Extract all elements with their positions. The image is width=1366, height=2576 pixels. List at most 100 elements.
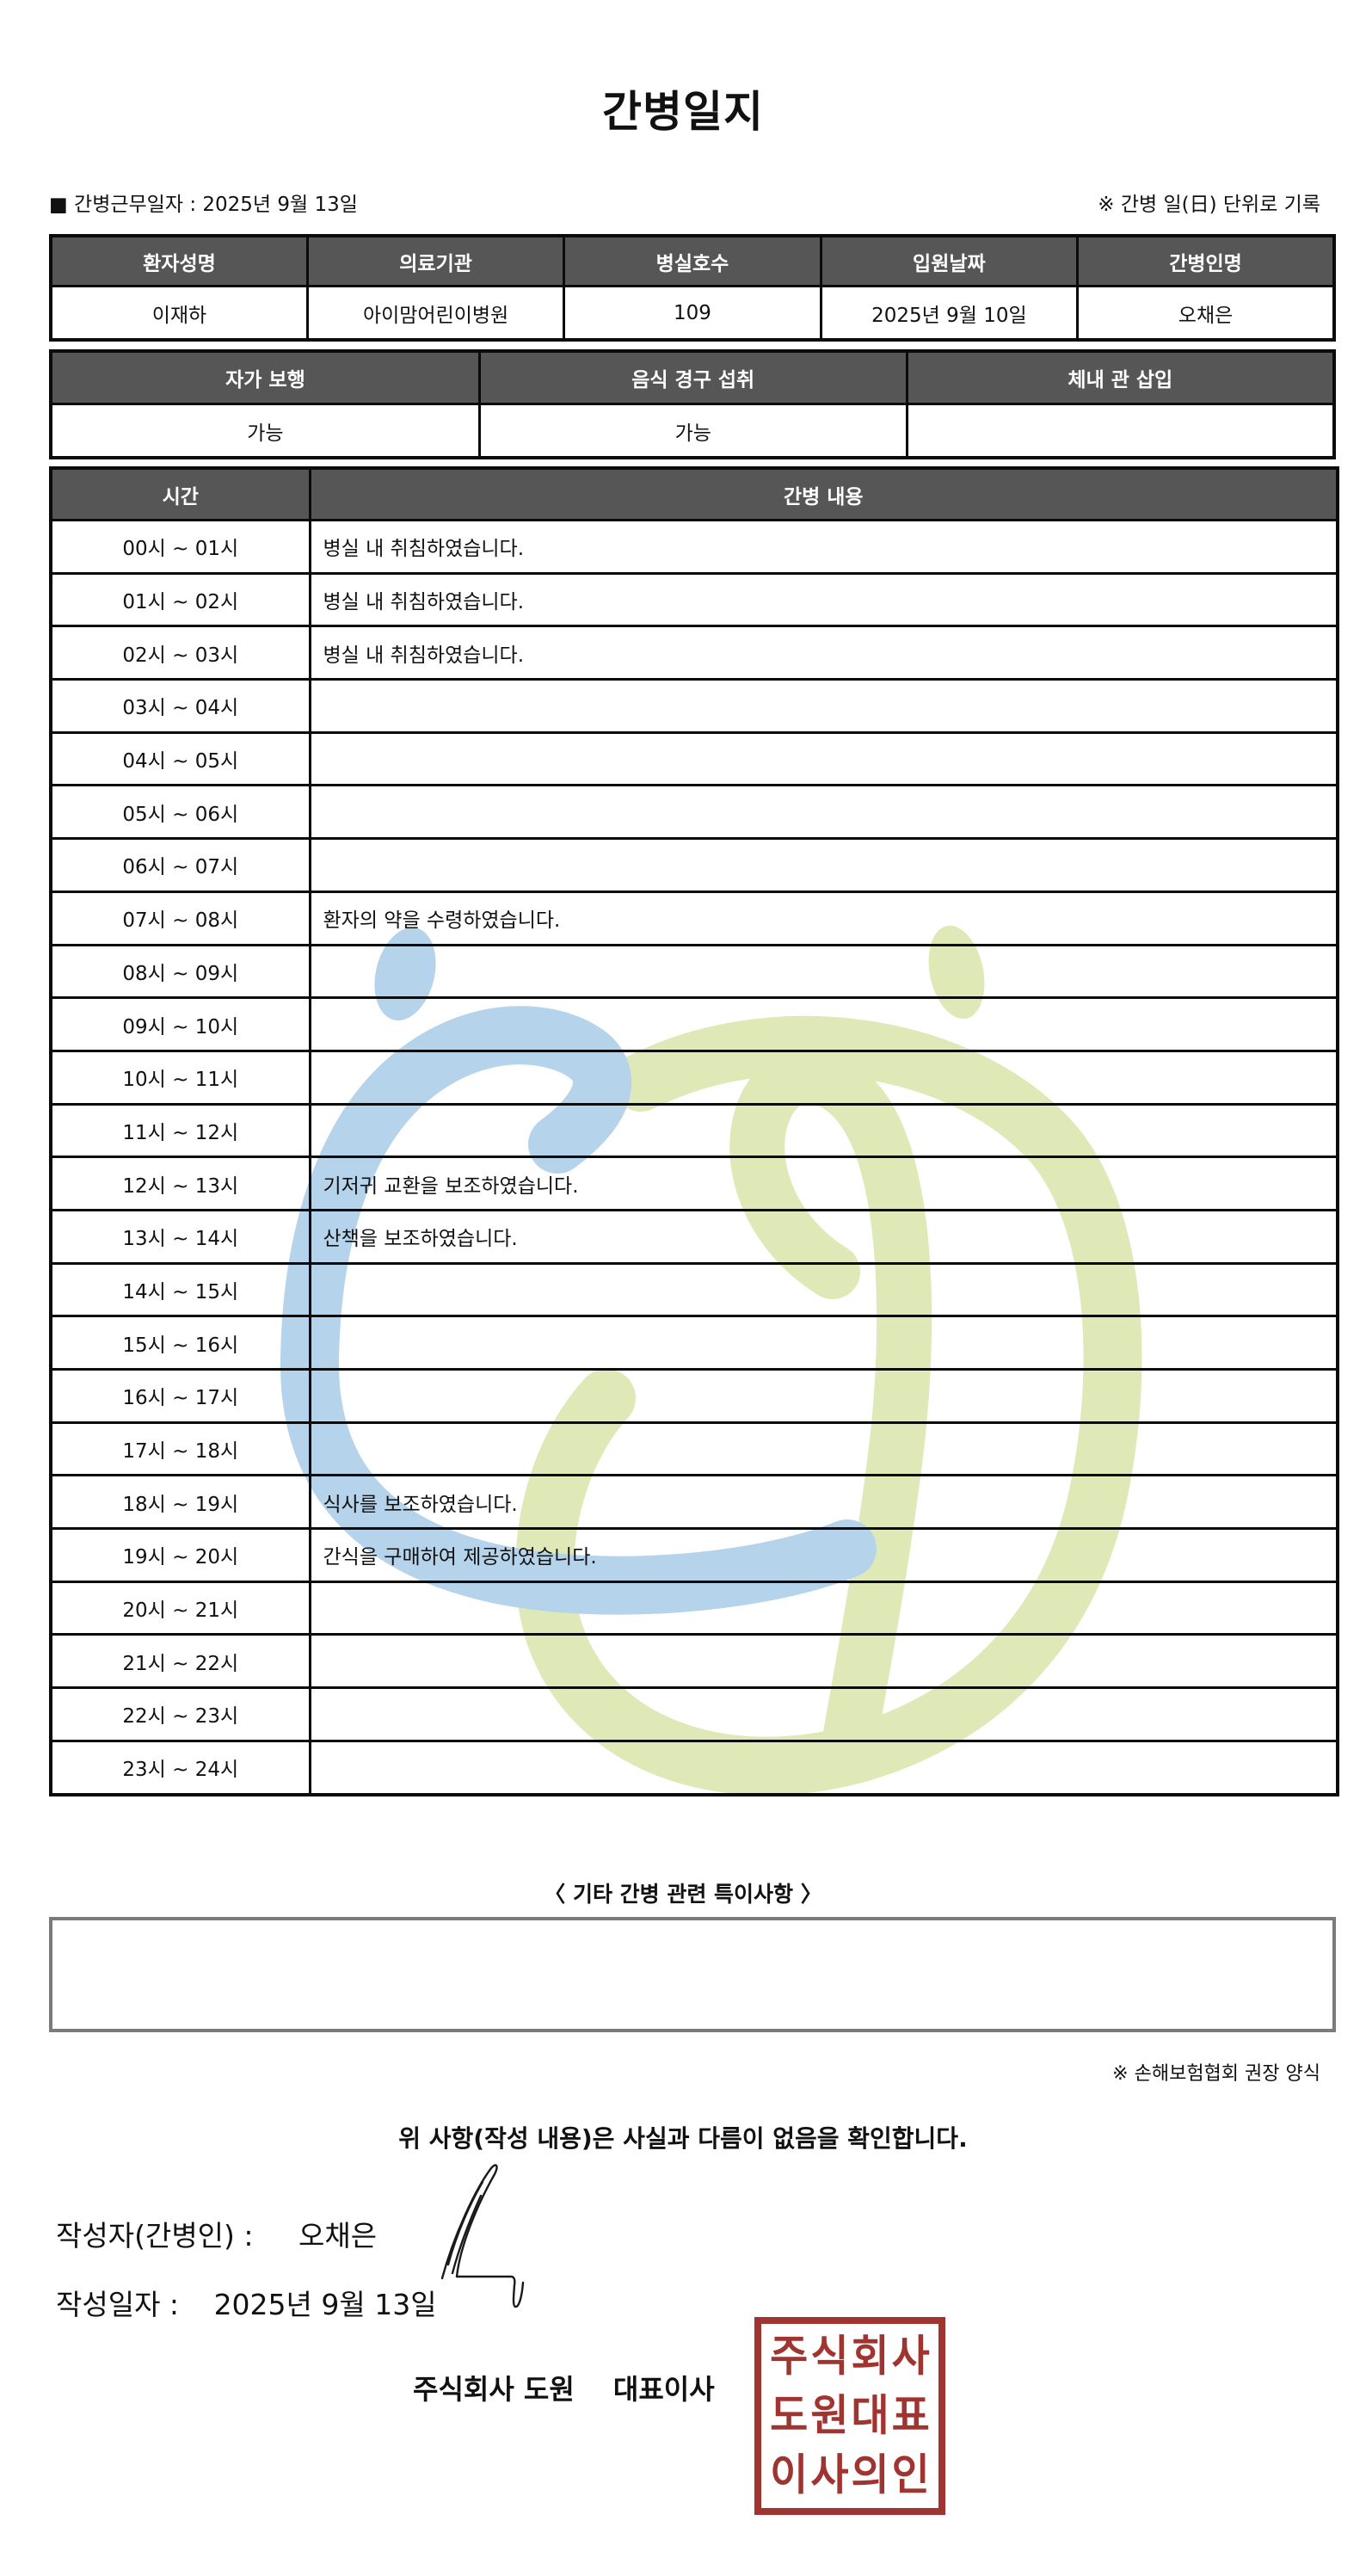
caregiver-name: 오채은 bbox=[1076, 285, 1336, 342]
time-cell: 03시 ~ 04시 bbox=[49, 678, 311, 734]
time-cell: 01시 ~ 02시 bbox=[49, 571, 311, 628]
special-notes-title: 〈 기타 간병 관련 특이사항 〉 bbox=[544, 1882, 822, 1907]
header-caregiver-name: 간병인명 bbox=[1076, 234, 1336, 287]
unit-note: ※ 간병 일(日) 단위로 기록 bbox=[1098, 194, 1320, 216]
time-cell: 20시 ~ 21시 bbox=[49, 1580, 311, 1636]
care-content-cell: 식사를 보조하였습니다. bbox=[308, 1474, 1339, 1531]
care-content-cell bbox=[308, 943, 1339, 1000]
oral-intake-value: 가능 bbox=[477, 403, 908, 459]
time-cell: 00시 ~ 01시 bbox=[49, 519, 311, 575]
hourly-row: 10시 ~ 11시 bbox=[49, 1049, 1339, 1106]
header-time: 시간 bbox=[49, 466, 311, 521]
hourly-row: 21시 ~ 22시 bbox=[49, 1633, 1339, 1690]
care-content-cell bbox=[308, 1368, 1339, 1424]
written-date-value: 2025년 9월 13일 bbox=[213, 2288, 437, 2321]
hourly-row: 07시 ~ 08시 환자의 약을 수령하였습니다. bbox=[49, 890, 1339, 946]
care-content-cell bbox=[308, 1261, 1339, 1318]
hourly-row: 11시 ~ 12시 bbox=[49, 1102, 1339, 1159]
care-content-cell bbox=[308, 1102, 1339, 1159]
time-cell: 12시 ~ 13시 bbox=[49, 1156, 311, 1211]
patient-value-row: 이재하 아이맘어린이병원 109 2025년 9월 10일 오채은 bbox=[49, 285, 1336, 342]
self-walking-value: 가능 bbox=[49, 403, 481, 459]
care-content-cell: 산책을 보조하였습니다. bbox=[308, 1208, 1339, 1265]
company-name: 주식회사 도원 bbox=[413, 2373, 575, 2406]
ceo-title: 대표이사 bbox=[612, 2373, 715, 2406]
writer-name: 오채은 bbox=[298, 2219, 378, 2252]
header-admission-date: 입원날짜 bbox=[819, 234, 1080, 287]
time-cell: 23시 ~ 24시 bbox=[49, 1739, 311, 1796]
time-cell: 07시 ~ 08시 bbox=[49, 890, 311, 946]
hourly-row: 15시 ~ 16시 bbox=[49, 1315, 1339, 1371]
patient-header-row: 환자성명 의료기관 병실호수 입원날짜 간병인명 bbox=[49, 234, 1336, 287]
header-oral-intake: 음식 경구 섭취 bbox=[477, 349, 908, 405]
care-content-cell bbox=[308, 1049, 1339, 1106]
hourly-row: 09시 ~ 10시 bbox=[49, 996, 1339, 1052]
care-content-cell: 환자의 약을 수령하였습니다. bbox=[308, 890, 1339, 946]
patient-info-table: 환자성명 의료기관 병실호수 입원날짜 간병인명 이재하 아이맘어린이병원 10… bbox=[49, 234, 1336, 342]
admission-date: 2025년 9월 10일 bbox=[819, 285, 1080, 342]
header-tube-insertion: 체내 관 삽입 bbox=[905, 349, 1336, 405]
header-care-content: 간병 내용 bbox=[308, 466, 1339, 521]
care-content-cell bbox=[308, 996, 1339, 1052]
company-line: 주식회사 도원 대표이사 bbox=[413, 2368, 748, 2407]
hourly-row: 02시 ~ 03시 병실 내 취침하였습니다. bbox=[49, 625, 1339, 681]
time-cell: 15시 ~ 16시 bbox=[49, 1315, 311, 1371]
patient-status-table: 자가 보행 음식 경구 섭취 체내 관 삽입 가능 가능 bbox=[49, 349, 1336, 459]
time-table-header-row: 시간 간병 내용 bbox=[49, 466, 1339, 521]
hourly-row: 04시 ~ 05시 bbox=[49, 730, 1339, 787]
care-content-cell bbox=[308, 1420, 1339, 1477]
time-cell: 06시 ~ 07시 bbox=[49, 837, 311, 893]
hourly-row: 14시 ~ 15시 bbox=[49, 1261, 1339, 1318]
hourly-row: 05시 ~ 06시 bbox=[49, 784, 1339, 841]
stamp-line: 주식회사 bbox=[770, 2331, 932, 2382]
status-value-row: 가능 가능 bbox=[49, 403, 1336, 459]
hourly-row: 17시 ~ 18시 bbox=[49, 1420, 1339, 1477]
care-content-cell: 병실 내 취침하였습니다. bbox=[308, 519, 1339, 575]
confirmation-statement: 위 사항(작성 내용)은 사실과 다름이 없음을 확인합니다. bbox=[398, 2124, 968, 2153]
hourly-row: 00시 ~ 01시 병실 내 취침하였습니다. bbox=[49, 519, 1339, 575]
care-content-cell bbox=[308, 678, 1339, 734]
hourly-row: 08시 ~ 09시 bbox=[49, 943, 1339, 1000]
care-content-cell: 간식을 구매하여 제공하였습니다. bbox=[308, 1527, 1339, 1583]
hourly-care-table: 시간 간병 내용 00시 ~ 01시 병실 내 취침하였습니다. 01시 ~ 02시… bbox=[49, 466, 1339, 1796]
header-medical-institution: 의료기관 bbox=[305, 234, 566, 287]
time-cell: 09시 ~ 10시 bbox=[49, 996, 311, 1052]
hourly-row: 23시 ~ 24시 bbox=[49, 1739, 1339, 1796]
medical-institution: 아이맘어린이병원 bbox=[305, 285, 566, 342]
care-content-cell bbox=[308, 730, 1339, 787]
status-header-row: 자가 보행 음식 경구 섭취 체내 관 삽입 bbox=[49, 349, 1336, 405]
tube-insertion-value bbox=[905, 403, 1336, 459]
hourly-row: 12시 ~ 13시 기저귀 교환을 보조하였습니다. bbox=[49, 1156, 1339, 1211]
time-cell: 16시 ~ 17시 bbox=[49, 1368, 311, 1424]
time-cell: 10시 ~ 11시 bbox=[49, 1049, 311, 1106]
time-cell: 05시 ~ 06시 bbox=[49, 784, 311, 841]
care-content-cell: 병실 내 취침하였습니다. bbox=[308, 625, 1339, 681]
room-number: 109 bbox=[563, 285, 822, 342]
hourly-row: 03시 ~ 04시 bbox=[49, 678, 1339, 734]
stamp-line: 도원대표 bbox=[770, 2390, 932, 2441]
header-patient-name: 환자성명 bbox=[49, 234, 309, 287]
hourly-row: 22시 ~ 23시 bbox=[49, 1686, 1339, 1742]
care-content-cell bbox=[308, 837, 1339, 893]
hourly-row: 13시 ~ 14시 산책을 보조하였습니다. bbox=[49, 1208, 1339, 1265]
work-date-value: 2025년 9월 13일 bbox=[202, 194, 358, 216]
work-date: ■ 간병근무일자 : 2025년 9월 13일 bbox=[49, 188, 358, 217]
care-content-cell bbox=[308, 1580, 1339, 1636]
header-room-number: 병실호수 bbox=[563, 234, 822, 287]
form-note: ※ 손해보험협회 권장 양식 bbox=[1112, 2063, 1320, 2085]
care-content-cell bbox=[308, 1739, 1339, 1796]
care-content-cell bbox=[308, 1315, 1339, 1371]
writer-line: 작성자(간병인) : 오채은 bbox=[56, 2213, 377, 2254]
time-cell: 17시 ~ 18시 bbox=[49, 1420, 311, 1477]
time-cell: 19시 ~ 20시 bbox=[49, 1527, 311, 1583]
time-cell: 14시 ~ 15시 bbox=[49, 1261, 311, 1318]
hourly-row: 16시 ~ 17시 bbox=[49, 1368, 1339, 1424]
time-cell: 11시 ~ 12시 bbox=[49, 1102, 311, 1159]
care-content-cell bbox=[308, 1686, 1339, 1742]
corporate-seal-stamp: 주식회사 도원대표 이사의인 bbox=[754, 2317, 945, 2515]
time-cell: 13시 ~ 14시 bbox=[49, 1208, 311, 1265]
header-self-walking: 자가 보행 bbox=[49, 349, 481, 405]
written-date-label: 작성일자 : bbox=[56, 2288, 180, 2321]
caregiver-signature bbox=[440, 2164, 525, 2308]
